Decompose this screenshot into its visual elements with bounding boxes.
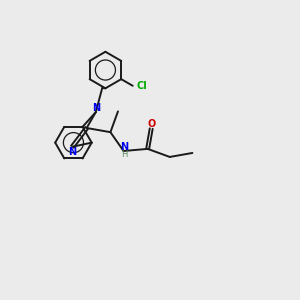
Text: Cl: Cl: [136, 81, 147, 91]
Text: H: H: [121, 150, 127, 159]
Text: N: N: [120, 142, 128, 152]
Text: N: N: [68, 147, 76, 157]
Text: O: O: [148, 119, 156, 129]
Text: N: N: [92, 103, 100, 113]
